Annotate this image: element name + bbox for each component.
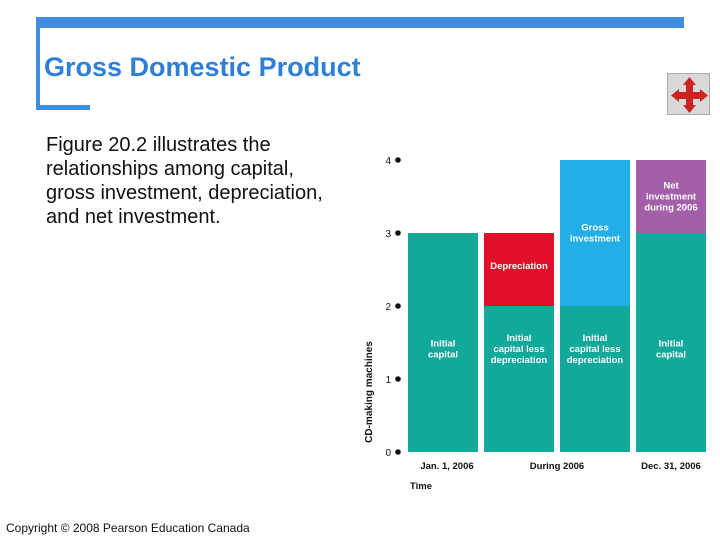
- y-tick-label-1: 1: [385, 375, 391, 386]
- copyright-notice: Copyright © 2008 Pearson Education Canad…: [6, 521, 250, 535]
- navigation-button[interactable]: [667, 73, 710, 115]
- y-tick-3: [395, 230, 401, 236]
- bar-2-segment-2: [484, 233, 554, 306]
- title-accent-bar-bottom: [36, 105, 90, 110]
- four-way-arrow-icon: [671, 77, 708, 113]
- x-axis-title: Time: [410, 481, 432, 492]
- bar-4-segment-1-label: Initial capital: [656, 339, 686, 361]
- x-tick-label-end: Dec. 31, 2006: [641, 461, 701, 472]
- title-accent-bar-top: [36, 17, 684, 28]
- bar-4-segment-2-label: Net investment during 2006: [644, 181, 697, 214]
- bar-3-segment-1: [560, 306, 630, 452]
- y-tick-1: [395, 376, 401, 382]
- y-tick-label-3: 3: [385, 229, 391, 240]
- bar-3-segment-2-label: Gross investment: [570, 223, 621, 245]
- bar-4-segment-1: [636, 233, 706, 452]
- slide-body-text: Figure 20.2 illustrates the relationship…: [46, 134, 323, 228]
- bar-2-segment-1: [484, 306, 554, 452]
- y-tick-label-2: 2: [385, 302, 391, 313]
- bar-3-segment-1-label: Initial capital less depreciation: [567, 333, 624, 366]
- y-tick-label-0: 0: [385, 448, 391, 459]
- bar-1-segment-1-label: Initial capital: [428, 339, 458, 361]
- bar-1-segment-1: [408, 233, 478, 452]
- x-tick-label-start: Jan. 1, 2006: [420, 461, 473, 472]
- y-axis-title: CD-making machines: [364, 341, 375, 443]
- bar-2-segment-2-label: Depreciation: [490, 261, 548, 272]
- bar-3-segment-2: [560, 160, 630, 306]
- slide-title: Gross Domestic Product: [44, 52, 361, 82]
- y-tick-2: [395, 303, 401, 309]
- x-group-label: During 2006: [530, 461, 584, 472]
- bar-4-segment-2: [636, 160, 706, 233]
- title-accent-bar-left: [36, 28, 40, 105]
- bar-2-segment-1-label: Initial capital less depreciation: [491, 333, 548, 366]
- capital-investment-chart: Initial capital Initial capital less depreci…: [364, 156, 706, 492]
- y-tick-label-4: 4: [385, 156, 391, 167]
- y-tick-0: [395, 449, 401, 455]
- y-tick-4: [395, 157, 401, 163]
